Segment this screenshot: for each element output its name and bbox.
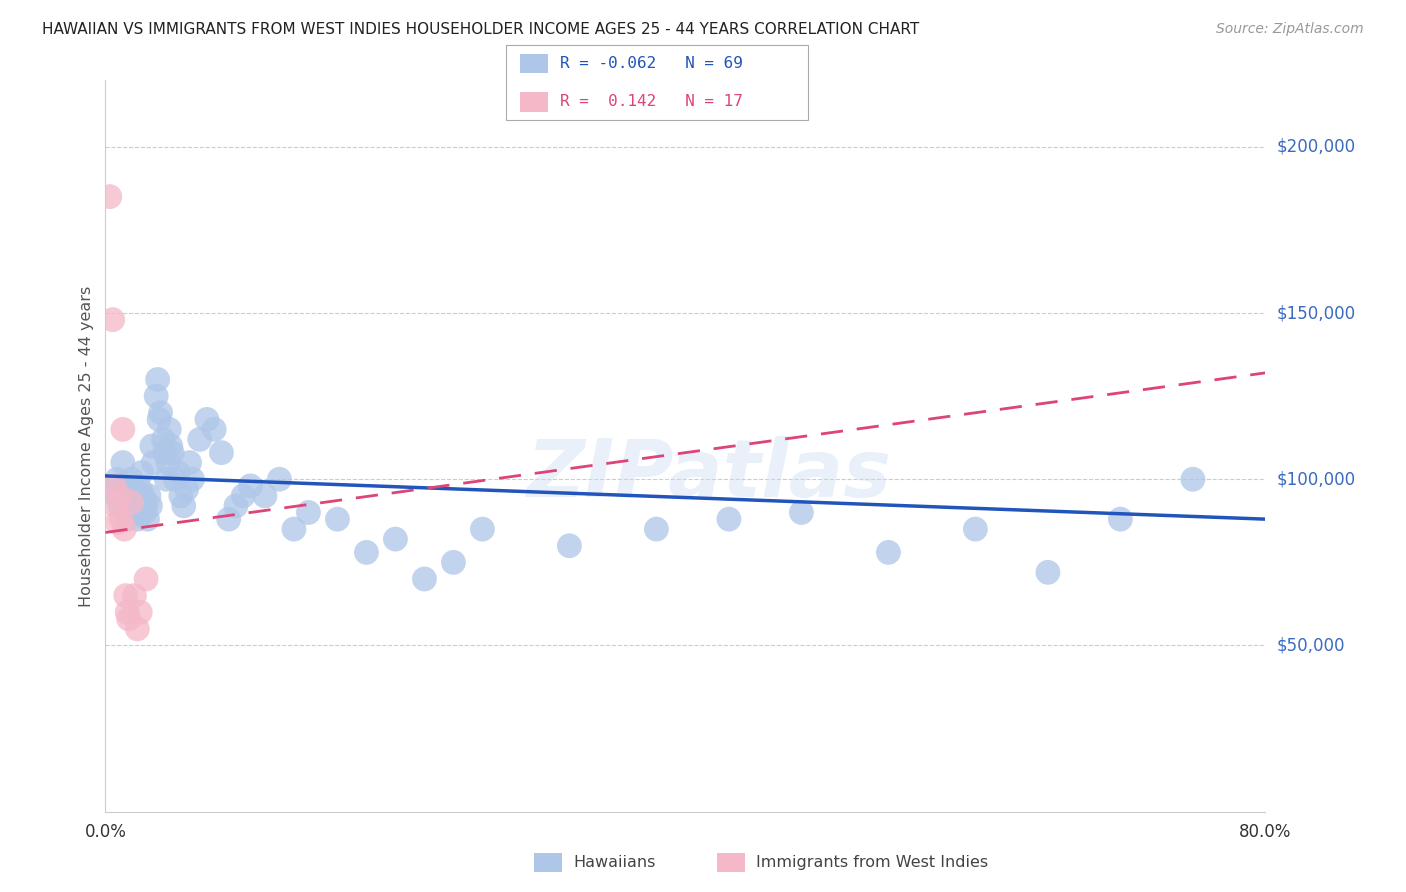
Point	[125, 489, 148, 503]
Point	[159, 439, 181, 453]
Point	[239, 479, 262, 493]
Point	[297, 506, 319, 520]
Point	[195, 412, 218, 426]
Point	[167, 466, 190, 480]
Point	[413, 572, 436, 586]
Text: $150,000: $150,000	[1277, 304, 1357, 322]
Point	[122, 482, 145, 496]
Point	[131, 466, 153, 480]
Point	[717, 512, 740, 526]
Point	[211, 445, 233, 459]
Text: ZIPatlas: ZIPatlas	[526, 436, 891, 515]
Point	[128, 495, 150, 509]
Point	[101, 485, 124, 500]
Point	[108, 489, 131, 503]
Point	[384, 532, 406, 546]
Point	[110, 512, 132, 526]
Point	[173, 499, 195, 513]
Point	[114, 589, 136, 603]
Point	[326, 512, 349, 526]
Point	[558, 539, 581, 553]
Point	[98, 189, 121, 203]
Point	[253, 489, 276, 503]
Point	[135, 499, 157, 513]
Point	[156, 456, 179, 470]
Point	[129, 482, 152, 496]
Point	[232, 489, 254, 503]
Text: Immigrants from West Indies: Immigrants from West Indies	[756, 855, 988, 870]
Point	[104, 499, 127, 513]
Point	[120, 499, 142, 513]
Point	[146, 372, 169, 386]
Point	[142, 456, 165, 470]
Point	[124, 589, 146, 603]
Point	[136, 512, 159, 526]
Point	[141, 439, 163, 453]
Point	[170, 489, 193, 503]
Text: Hawaiians: Hawaiians	[574, 855, 657, 870]
Text: Source: ZipAtlas.com: Source: ZipAtlas.com	[1216, 22, 1364, 37]
Point	[129, 605, 152, 619]
Point	[112, 479, 135, 493]
Point	[105, 472, 128, 486]
Text: HAWAIIAN VS IMMIGRANTS FROM WEST INDIES HOUSEHOLDER INCOME AGES 25 - 44 YEARS CO: HAWAIIAN VS IMMIGRANTS FROM WEST INDIES …	[42, 22, 920, 37]
Point	[135, 572, 157, 586]
Point	[269, 472, 291, 486]
Point	[790, 506, 813, 520]
Point	[188, 433, 211, 447]
Point	[1109, 512, 1132, 526]
Point	[124, 499, 146, 513]
Point	[132, 489, 155, 503]
Point	[877, 545, 900, 559]
Point	[103, 479, 125, 493]
Point	[283, 522, 305, 536]
Point	[127, 622, 149, 636]
Point	[218, 512, 240, 526]
Point	[471, 522, 494, 536]
Point	[139, 499, 162, 513]
Point	[121, 472, 143, 486]
Text: R =  0.142   N = 17: R = 0.142 N = 17	[560, 95, 742, 109]
Point	[225, 499, 247, 513]
Point	[111, 422, 134, 436]
Point	[148, 412, 170, 426]
Point	[179, 456, 201, 470]
Point	[115, 605, 138, 619]
Point	[965, 522, 987, 536]
Point	[101, 312, 124, 326]
Point	[118, 612, 141, 626]
Point	[152, 433, 174, 447]
Point	[1181, 472, 1204, 486]
Text: $100,000: $100,000	[1277, 470, 1357, 488]
Point	[163, 472, 186, 486]
Point	[112, 522, 135, 536]
Point	[127, 512, 149, 526]
Text: $50,000: $50,000	[1277, 637, 1346, 655]
Point	[176, 482, 198, 496]
Point	[118, 489, 141, 503]
Point	[138, 489, 160, 503]
Point	[149, 406, 172, 420]
Point	[645, 522, 668, 536]
Y-axis label: Householder Income Ages 25 - 44 years: Householder Income Ages 25 - 44 years	[79, 285, 94, 607]
Point	[134, 506, 156, 520]
Point	[181, 472, 204, 486]
Point	[441, 555, 464, 569]
Point	[157, 422, 180, 436]
Point	[160, 445, 183, 459]
Point	[155, 472, 177, 486]
Point	[202, 422, 225, 436]
Text: R = -0.062   N = 69: R = -0.062 N = 69	[560, 56, 742, 70]
Point	[121, 495, 143, 509]
Point	[145, 389, 167, 403]
Text: $200,000: $200,000	[1277, 137, 1357, 156]
Point	[111, 456, 134, 470]
Point	[1036, 566, 1059, 580]
Point	[356, 545, 378, 559]
Point	[153, 445, 176, 459]
Point	[108, 499, 131, 513]
Point	[105, 516, 128, 530]
Point	[115, 512, 138, 526]
